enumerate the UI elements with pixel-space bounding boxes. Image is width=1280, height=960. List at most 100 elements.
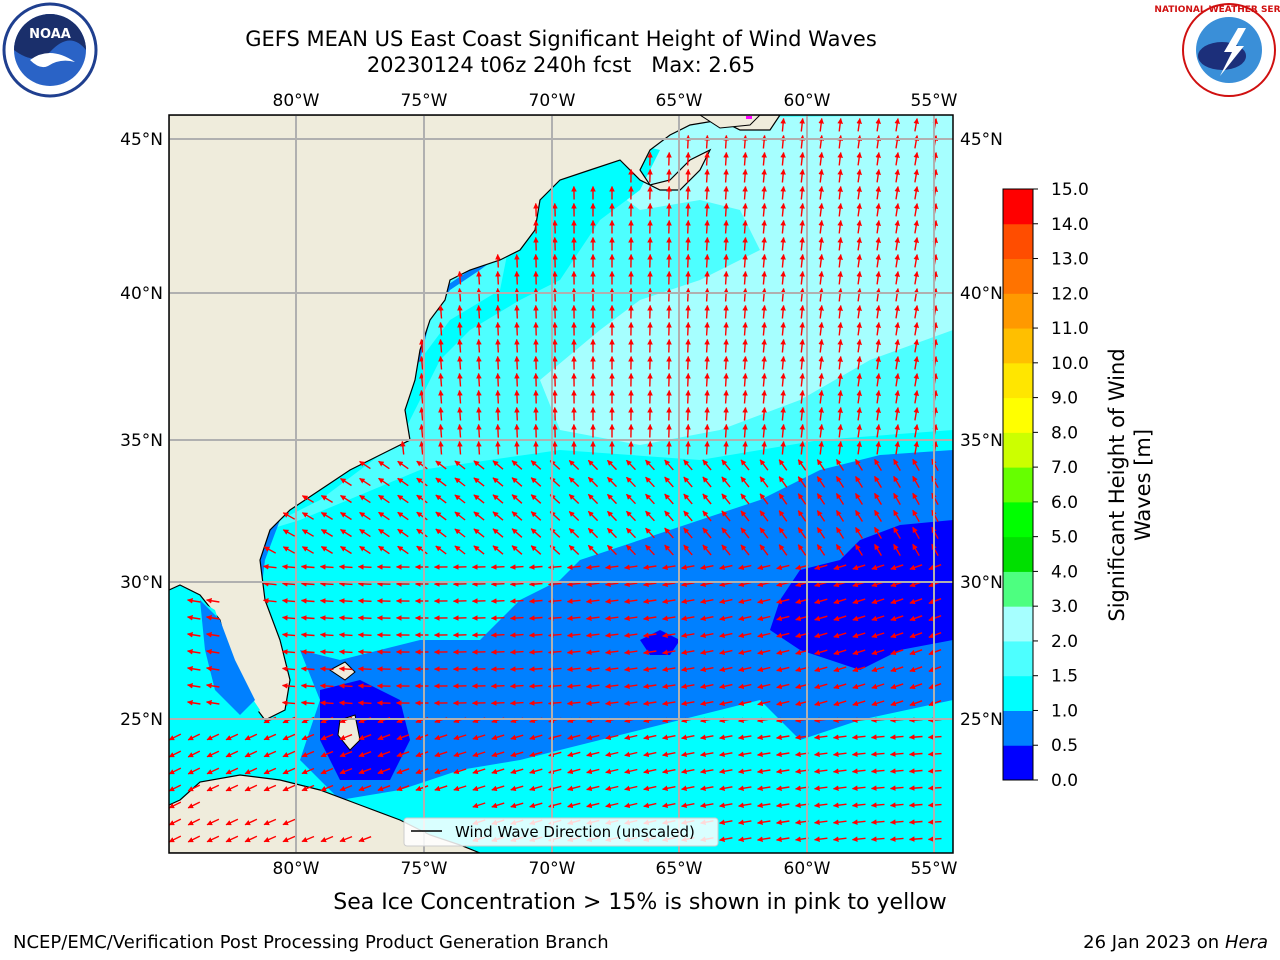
wind-arrow <box>281 615 296 621</box>
wind-arrow <box>529 751 543 758</box>
wind-arrow <box>913 424 920 438</box>
wind-arrow <box>719 666 733 673</box>
wind-arrow <box>319 632 334 638</box>
wind-arrow <box>492 528 504 538</box>
wind-arrow <box>799 134 805 149</box>
wind-arrow <box>738 615 752 622</box>
wind-arrow <box>492 511 504 521</box>
wind-arrow <box>358 734 372 741</box>
wind-arrow <box>625 527 637 539</box>
wind-arrow <box>759 510 769 522</box>
wind-arrow <box>643 734 657 741</box>
colorbar-tick-label: 9.0 <box>1051 389 1078 409</box>
wind-arrow <box>723 423 729 438</box>
wind-arrow <box>169 750 182 758</box>
wind-arrow <box>683 510 693 522</box>
wind-arrow <box>740 476 750 488</box>
wind-arrow <box>757 598 771 605</box>
wind-arrow <box>761 338 767 353</box>
colorbar-segment <box>1003 606 1033 642</box>
wind-arrow <box>814 683 828 690</box>
wind-arrow <box>797 459 807 471</box>
land-nova-scotia <box>699 115 761 129</box>
wind-arrow <box>359 528 371 538</box>
wind-arrow <box>495 355 501 370</box>
wind-arrow <box>856 339 862 353</box>
wind-arrow <box>799 372 805 387</box>
wind-arrow <box>874 458 882 471</box>
title-line-1: GEFS MEAN US East Coast Significant Heig… <box>245 27 877 51</box>
wind-arrow <box>702 493 712 505</box>
wind-arrow <box>568 493 580 505</box>
wind-arrow <box>377 785 391 792</box>
wind-arrow <box>761 253 767 268</box>
wind-arrow <box>890 683 904 690</box>
wind-arrow <box>913 169 920 183</box>
wind-arrow <box>585 598 600 604</box>
wind-arrow <box>528 649 543 655</box>
wind-arrow <box>818 338 824 353</box>
wind-arrow <box>566 683 581 689</box>
wind-arrow <box>780 236 786 251</box>
wind-arrow <box>490 666 505 672</box>
wind-arrow <box>875 373 881 387</box>
wind-arrow <box>547 666 562 672</box>
wind-arrow <box>832 751 847 757</box>
wind-arrow <box>624 734 638 741</box>
wind-arrow <box>740 510 750 522</box>
colorbar-segment <box>1003 536 1033 572</box>
lat-label-25n: 25°N <box>960 710 1003 730</box>
wind-arrow <box>528 615 543 621</box>
wind-arrow <box>890 700 904 707</box>
wind-arrow <box>605 598 619 604</box>
wind-arrow <box>740 544 750 556</box>
wind-arrow <box>624 564 638 570</box>
wind-arrow <box>890 666 904 673</box>
wind-arrow <box>757 751 771 757</box>
wind-arrow <box>206 700 220 706</box>
wind-arrow <box>624 768 638 775</box>
wind-arrow <box>818 270 824 285</box>
wind-arrow <box>530 528 542 538</box>
wind-arrow <box>894 305 900 319</box>
wind-arrow <box>799 168 805 183</box>
lat-label-25n: 25°N <box>120 710 163 730</box>
wind-arrow <box>206 598 220 604</box>
wind-arrow <box>435 545 447 555</box>
wind-direction-legend: Wind Wave Direction (unscaled) <box>403 817 719 847</box>
lon-labels-top: 80°W 75°W 70°W 65°W 60°W 55°W <box>273 91 958 111</box>
wind-arrow <box>723 185 729 200</box>
wind-arrow <box>893 475 901 488</box>
wind-arrow <box>491 768 505 775</box>
wind-arrow <box>870 734 885 740</box>
wind-arrow <box>700 649 714 656</box>
wind-arrow <box>875 441 881 455</box>
wind-arrow <box>835 493 845 505</box>
wind-arrow <box>685 134 691 149</box>
wind-arrow <box>778 459 788 471</box>
wind-arrow <box>338 649 353 655</box>
wind-arrow <box>814 632 828 639</box>
wind-arrow <box>683 476 693 488</box>
wind-arrow <box>738 734 752 741</box>
wind-arrow <box>490 700 505 706</box>
wind-arrow <box>320 767 334 775</box>
wind-arrow <box>492 494 504 504</box>
colorbar-tick-label: 7.0 <box>1051 458 1078 478</box>
wind-arrow <box>457 372 463 387</box>
wind-arrow <box>662 785 676 792</box>
wind-arrow <box>419 372 425 387</box>
wind-arrow <box>852 615 866 622</box>
wind-arrow <box>870 751 885 757</box>
wind-arrow <box>851 802 866 808</box>
wind-arrow <box>514 423 520 438</box>
wind-arrow <box>300 581 315 587</box>
wind-arrow <box>476 389 482 404</box>
wind-arrow <box>643 564 657 570</box>
wind-arrow <box>723 321 729 336</box>
wind-arrow <box>832 785 847 791</box>
wind-arrow <box>454 528 466 538</box>
wind-arrow <box>509 598 524 604</box>
wind-arrow <box>799 236 805 251</box>
wind-arrow <box>586 785 600 792</box>
